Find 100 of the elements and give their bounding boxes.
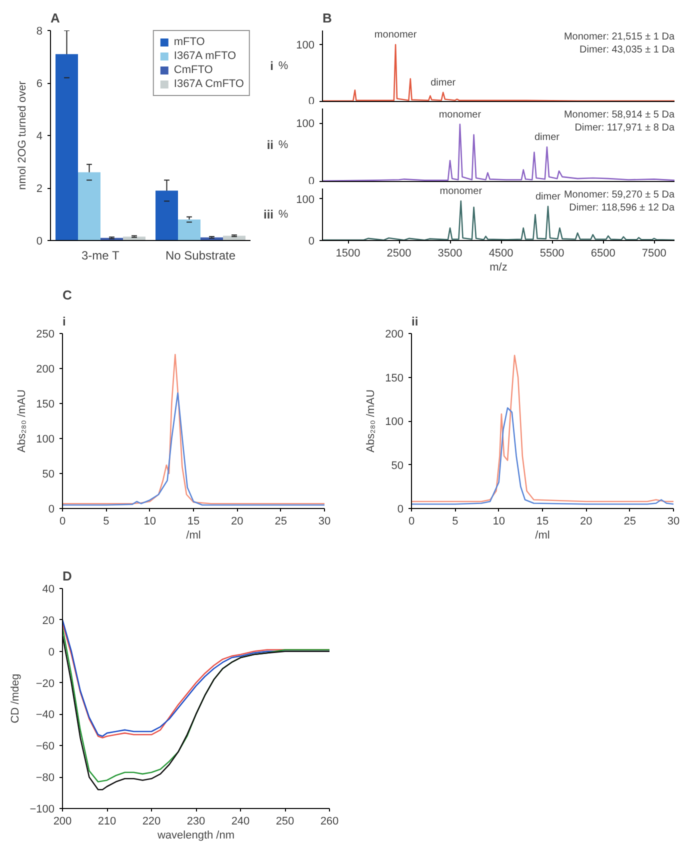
x-tick-label: 5 — [452, 516, 458, 528]
text: i — [270, 59, 274, 73]
x-tick-label: 30 — [667, 516, 680, 528]
annotation: Monomer: 21,515 ± 1 Da — [564, 32, 675, 42]
y-tick-label: 8 — [36, 26, 43, 38]
y-tick-label: 250 — [36, 328, 55, 340]
bar — [78, 172, 100, 240]
y-axis-title: CD /mdeg — [10, 674, 22, 724]
y-tick-label: −100 — [30, 804, 55, 816]
y-tick-label: 0 — [308, 236, 315, 248]
y-tick-label: −60 — [36, 740, 55, 753]
y-tick-label: 0 — [48, 504, 55, 516]
chart-subtitle: i — [62, 314, 66, 328]
y-tick-label: 0 — [48, 646, 55, 658]
chart-title: D — [62, 568, 72, 584]
legend-label: CmFTO — [174, 64, 213, 76]
x-tick-label: 230 — [186, 816, 206, 828]
annotation: monomer — [438, 109, 482, 120]
legend-label: I367A CmFTO — [174, 78, 244, 90]
y-tick-label: 50 — [42, 468, 55, 480]
y-tick-label: 20 — [42, 614, 55, 627]
annotation: Dimer: 118,596 ± 12 Da — [569, 202, 675, 214]
x-tick-label: 220 — [142, 816, 161, 828]
x-tick-label: 240 — [231, 816, 250, 828]
x-tick-label: 20 — [231, 516, 244, 528]
x-tick-label: 0 — [408, 516, 415, 528]
bar — [178, 220, 200, 240]
x-tick-label: 15 — [536, 516, 549, 528]
y-tick-label: 150 — [36, 398, 55, 410]
y-axis-title: Abs₂₈₀ /mAU — [16, 389, 28, 452]
x-tick-label: 6500 — [590, 248, 616, 260]
y-tick-label: 6 — [36, 78, 43, 90]
x-tick-label: 7500 — [642, 248, 666, 260]
chart-subtitle: ii — [412, 314, 418, 328]
annotation: monomer — [374, 30, 418, 41]
y-tick-label: 0 — [397, 504, 404, 516]
x-tick-label: 210 — [98, 816, 116, 828]
y-tick-label: 150 — [385, 372, 404, 384]
chart-title: B — [322, 10, 332, 26]
x-tick-label: 25 — [274, 516, 287, 528]
annotation: dimer — [535, 191, 562, 202]
y-tick-label: −80 — [36, 772, 55, 784]
x-tick-label: 10 — [492, 516, 505, 528]
x-tick-label: No Substrate — [165, 248, 236, 262]
line-series — [412, 407, 674, 505]
x-axis-title: wavelength /nm — [156, 830, 235, 842]
x-tick-label: 2500 — [386, 248, 412, 260]
y-tick-label: 100 — [36, 434, 55, 446]
text: ii — [266, 138, 274, 152]
bar — [56, 54, 78, 240]
y-tick-label: 40 — [42, 584, 55, 596]
x-tick-label: 10 — [144, 516, 156, 528]
x-tick-label: 4500 — [488, 248, 514, 260]
annotation: Monomer: 59,270 ± 5 Da — [564, 190, 675, 200]
x-tick-label: 250 — [276, 816, 294, 828]
y-tick-label: 200 — [385, 328, 404, 340]
x-tick-label: 25 — [624, 516, 636, 528]
x-tick-label: 3500 — [438, 248, 462, 260]
y-tick-label: 50 — [391, 460, 404, 472]
y-axis-title: % — [278, 208, 288, 220]
x-tick-label: 5500 — [540, 248, 564, 260]
y-tick-label: 2 — [36, 183, 43, 195]
annotation: Monomer: 58,914 ± 5 Da — [564, 110, 675, 120]
annotation: dimer — [534, 132, 560, 144]
annotation: Dimer: 43,035 ± 1 Da — [580, 44, 675, 56]
annotation: dimer — [430, 77, 456, 88]
annotation: Dimer: 117,971 ± 8 Da — [574, 122, 675, 134]
annotation: monomer — [440, 186, 483, 197]
x-tick-label: 15 — [187, 516, 200, 528]
y-tick-label: 0 — [36, 236, 43, 248]
line-series — [62, 392, 324, 506]
x-tick-label: 5 — [103, 516, 110, 528]
x-tick-label: 3-me T — [82, 248, 120, 262]
chart-title: C — [62, 288, 72, 302]
y-tick-label: 100 — [296, 40, 315, 52]
y-axis-title: % — [278, 139, 288, 151]
y-tick-label: −40 — [36, 709, 55, 722]
y-tick-label: 100 — [296, 118, 315, 130]
x-tick-label: 1500 — [336, 248, 360, 260]
y-tick-label: −20 — [36, 678, 55, 690]
y-axis-title: Abs₂₈₀ /mAU — [365, 389, 378, 452]
legend-label: I367A mFTO — [174, 50, 236, 62]
y-tick-label: 200 — [36, 364, 55, 376]
y-tick-label: 100 — [385, 416, 404, 428]
x-tick-label: 260 — [320, 816, 339, 828]
bar — [156, 190, 178, 240]
text: iii — [264, 208, 274, 222]
y-tick-label: 4 — [36, 130, 43, 142]
x-axis-title: /ml — [186, 530, 201, 542]
y-tick-label: 100 — [296, 194, 315, 206]
x-axis-title: m/z — [490, 262, 508, 274]
x-tick-label: 20 — [580, 516, 592, 528]
x-tick-label: 0 — [59, 516, 66, 528]
y-axis-title: nmol 2OG turned over — [16, 80, 28, 190]
x-tick-label: 30 — [318, 516, 331, 528]
line-series — [62, 354, 324, 504]
x-axis-title: /ml — [535, 530, 550, 542]
y-axis-title: % — [278, 60, 288, 72]
legend-label: mFTO — [174, 36, 205, 48]
chart-title: A — [50, 10, 60, 26]
